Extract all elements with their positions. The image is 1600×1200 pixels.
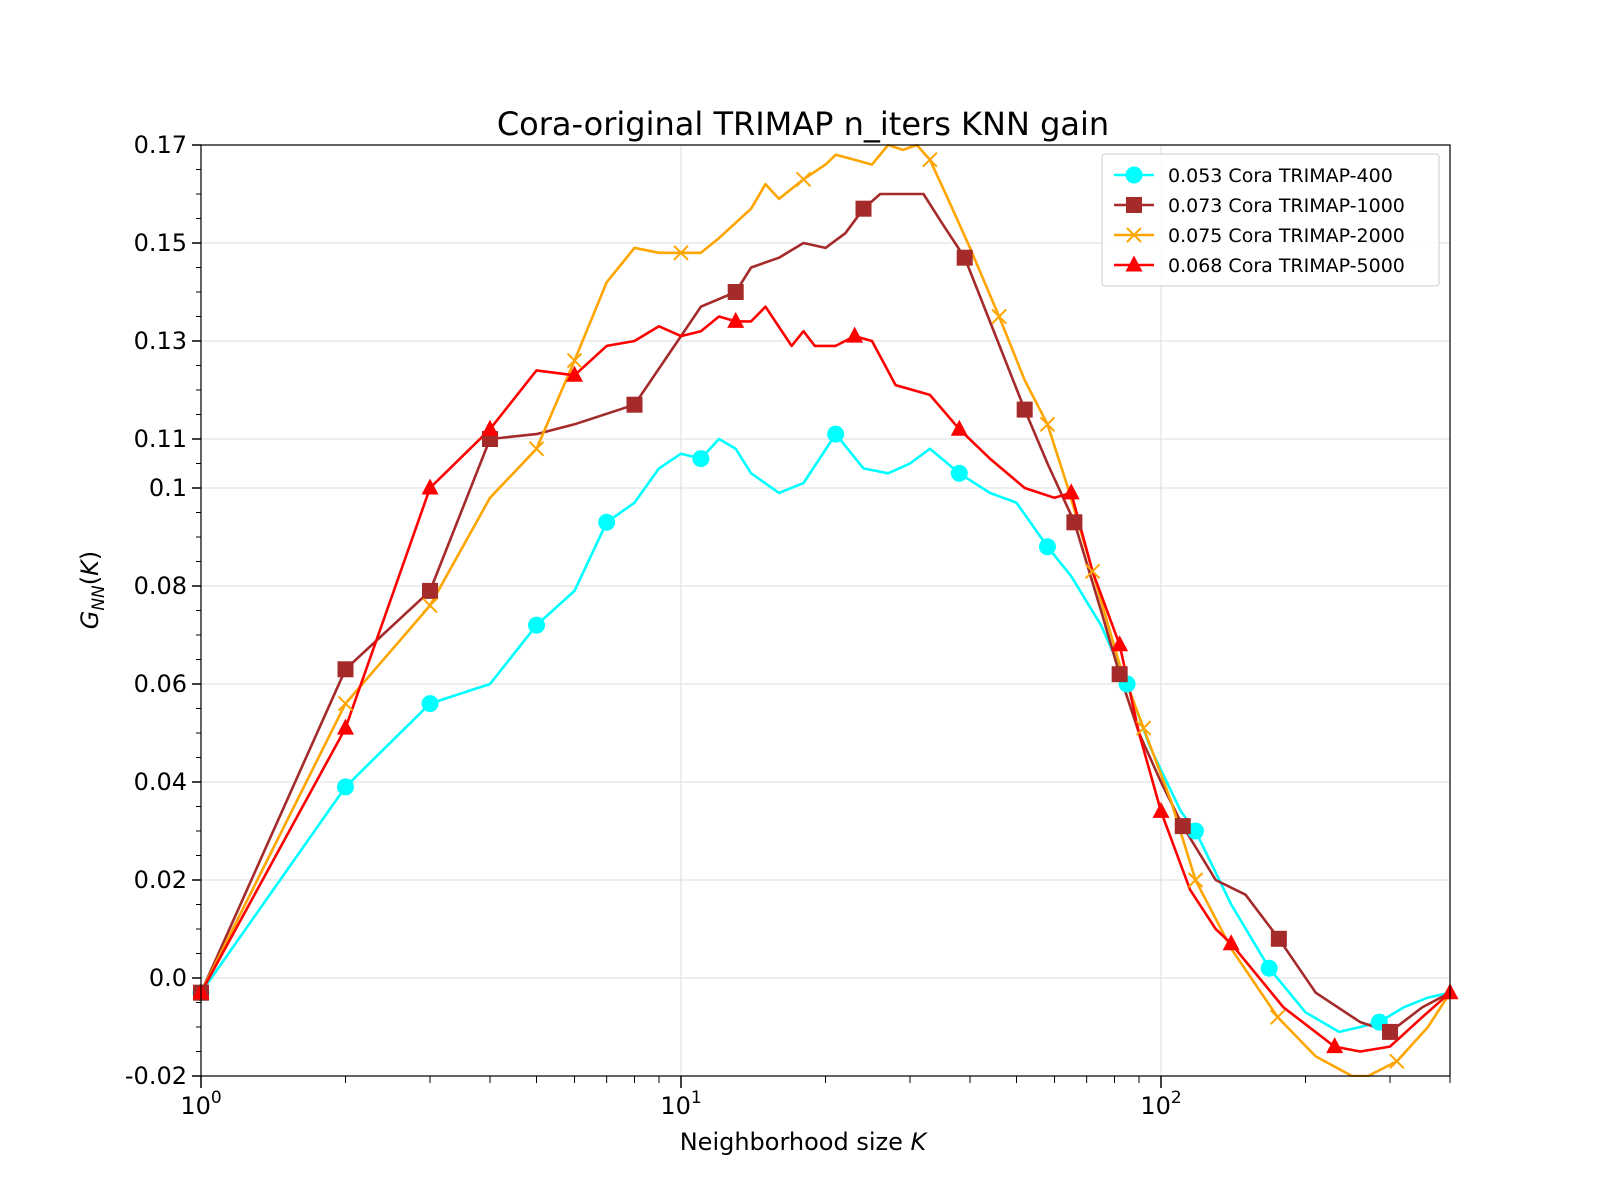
series-1-marker [598,513,616,531]
series-4-marker [1062,483,1080,500]
series-2-marker [1382,1023,1399,1040]
legend-marker-2 [1126,197,1142,213]
series-1-marker [528,616,546,634]
legend: 0.053 Cora TRIMAP-400 0.073 Cora TRIMAP-1… [1101,153,1440,287]
y-tick-label: -0.02 [125,1062,187,1090]
series-4-marker [421,478,439,495]
series-1-marker [827,425,845,443]
x-tick-label: 101 [660,1088,701,1120]
series-3-marker [991,308,1007,325]
x-tick-label: 102 [1140,1088,1181,1120]
series-3-marker [337,695,354,712]
legend-label-4: 0.068 Cora TRIMAP-5000 [1168,255,1405,277]
x-axis-label-text: Neighborhood size K [680,1128,929,1156]
series-line-1 [201,432,1450,1034]
series-3-marker [1187,872,1204,888]
series-3-marker [1084,563,1101,580]
legend-label-1: 0.053 Cora TRIMAP-400 [1168,165,1393,187]
series-markers [192,151,1459,1070]
series-2-marker [626,396,643,413]
y-tick-label: 0.13 [134,327,187,355]
series-1-marker [336,778,354,796]
series-1-marker [1260,959,1278,977]
series-2-marker [337,661,354,678]
x-axis-label: Neighborhood size K [680,1128,929,1156]
series-3-marker [673,245,689,261]
chart-title: Cora-original TRIMAP n_iters KNN gain [497,105,1109,143]
y-tick-label: 0.02 [134,866,187,894]
series-line-2 [201,192,1450,1034]
series-2-marker [855,200,872,217]
series-4-marker [336,718,354,735]
y-tick-label: 0.17 [134,131,187,159]
legend-label-2: 0.073 Cora TRIMAP-1000 [1168,195,1405,217]
series-4-marker [1111,635,1129,652]
series-2-marker [727,284,744,300]
legend-label-3: 0.075 Cora TRIMAP-2000 [1168,225,1405,247]
series-4-marker [566,365,584,382]
series-2-marker [1066,514,1083,531]
series-2-marker [1111,666,1128,683]
series-4-marker [481,419,499,436]
y-axis-label-text: GNN(K) [76,551,109,630]
legend-marker-3 [1126,227,1142,243]
series-1-marker [421,695,439,713]
series-2-marker [1174,818,1191,835]
legend-marker-1 [1125,166,1143,184]
y-tick-label: 0.1 [149,474,187,502]
y-tick-label: 0.06 [134,670,187,698]
legend-box [1101,153,1440,287]
series-3-marker [922,151,938,168]
series-3-marker [1269,1009,1286,1025]
series-2-marker [422,582,439,599]
ticks: -0.02 0.0 0.02 0.04 0.06 0.08 0.1 0.11 0.13 0.15 0… [125,131,1451,1120]
series-4-marker [727,311,745,328]
series-3-marker [1135,720,1152,736]
series-4-marker [1152,801,1170,818]
series-1-marker [1187,822,1205,840]
series-3-marker [422,597,438,614]
y-axis-label: GNN(K) [76,551,109,630]
series-2-marker [1016,401,1033,418]
x-tick-label: 100 [180,1088,221,1120]
y-tick-label: 0.0 [149,964,187,992]
series-2-marker [956,249,973,266]
series-3-marker [795,171,812,188]
series-3-marker [1389,1053,1405,1070]
legend-marker-4 [1125,255,1143,272]
series-1-marker [692,450,710,468]
series-4-marker [846,326,864,343]
series-3-marker [566,352,583,369]
y-tick-label: 0.15 [134,229,187,257]
y-tick-label: 0.08 [134,572,187,600]
y-tick-label: 0.04 [134,768,187,796]
series-4-marker [1326,1037,1344,1054]
series-2-marker [1270,930,1287,947]
series-4-marker [950,419,968,436]
series-line-4 [201,305,1450,1053]
series-4-marker [1222,934,1240,951]
series-3-marker [528,441,545,457]
series-3-marker [1039,416,1056,433]
series-1-marker [1038,538,1056,556]
series-1-marker [950,464,968,482]
y-tick-label: 0.11 [134,425,187,453]
